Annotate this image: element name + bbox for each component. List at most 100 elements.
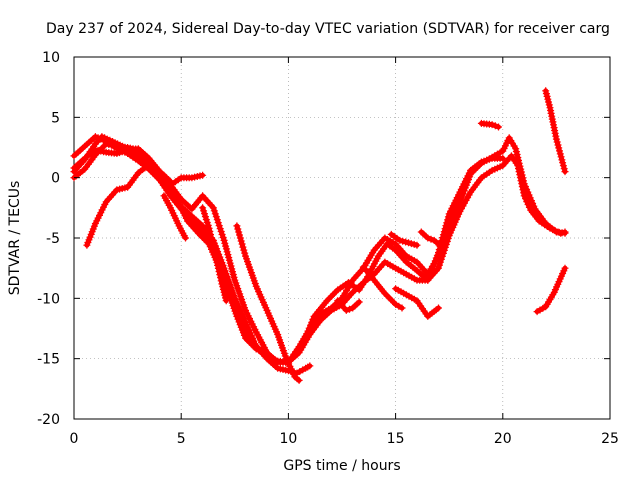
data-point <box>440 228 448 236</box>
series-track-e <box>143 160 207 188</box>
y-tick-label: -5 <box>46 231 60 247</box>
data-point <box>199 171 207 179</box>
data-point <box>210 246 218 254</box>
data-point <box>435 240 442 248</box>
data-point <box>443 219 451 227</box>
data-point <box>212 213 220 221</box>
data-point <box>553 138 561 146</box>
data-point <box>213 258 221 266</box>
data-point <box>306 362 314 370</box>
data-point <box>355 298 363 306</box>
y-axis-label: SDTVAR / TECUs <box>7 181 23 296</box>
data-point <box>201 213 209 221</box>
data-point <box>513 151 521 158</box>
data-point <box>206 227 214 235</box>
data-point <box>346 305 353 313</box>
data-point <box>217 277 225 285</box>
data-point <box>214 261 222 269</box>
series-track-j <box>392 285 442 320</box>
data-point <box>559 159 567 167</box>
data-point <box>209 204 217 212</box>
data-point <box>217 228 225 235</box>
data-point <box>237 237 245 245</box>
data-point <box>488 121 496 129</box>
series-track-k <box>417 228 442 248</box>
data-point <box>435 249 442 256</box>
data-point <box>207 231 214 238</box>
chart-title: Day 237 of 2024, Sidereal Day-to-day VTE… <box>46 21 610 37</box>
x-tick-label: 0 <box>70 431 79 447</box>
x-tick-label: 10 <box>279 431 297 447</box>
grid-lines <box>74 57 610 419</box>
y-tick-label: 0 <box>51 171 60 187</box>
data-point <box>233 222 241 230</box>
data-point <box>556 147 563 155</box>
data-point <box>436 261 443 269</box>
data-point <box>209 243 217 251</box>
data-point <box>236 234 244 242</box>
data-point <box>212 255 220 263</box>
data-point <box>398 304 406 312</box>
series-track-l <box>477 119 502 131</box>
data-point <box>238 240 246 248</box>
data-point <box>215 222 223 230</box>
series-track-p <box>160 192 189 242</box>
data-point <box>240 246 248 254</box>
data-point <box>561 264 569 272</box>
x-tick-label: 15 <box>387 431 405 447</box>
y-tick-label: 5 <box>51 110 60 126</box>
series-track-q <box>199 204 230 305</box>
data-point <box>561 229 569 237</box>
data-point <box>441 225 449 233</box>
series-track-f <box>233 222 303 384</box>
data-point <box>215 268 223 275</box>
y-tick-label: 10 <box>42 50 60 66</box>
data-point <box>424 234 432 242</box>
data-point <box>559 162 567 170</box>
data-point <box>182 234 189 242</box>
series-track-i <box>387 230 421 249</box>
data-point <box>218 231 226 238</box>
data-point <box>499 154 507 162</box>
data-point <box>495 123 502 131</box>
data-point <box>210 207 218 215</box>
data-point <box>214 219 222 227</box>
data-point <box>214 264 222 272</box>
data-point <box>235 228 243 236</box>
data-point <box>216 271 224 279</box>
data-series <box>70 87 569 384</box>
y-tick-label: -20 <box>37 412 60 428</box>
series-track-g <box>334 297 363 314</box>
data-point <box>438 237 446 245</box>
data-point <box>435 264 442 272</box>
data-point <box>207 234 215 242</box>
data-point <box>239 243 247 251</box>
data-point <box>413 241 421 249</box>
x-axis-label: GPS time / hours <box>283 458 400 474</box>
x-tick-label: 25 <box>601 431 619 447</box>
data-point <box>561 168 569 176</box>
series-track-n <box>542 87 569 176</box>
y-tick-label: -10 <box>37 291 60 307</box>
data-point <box>236 231 243 239</box>
series-track-h <box>359 263 406 312</box>
data-point <box>205 224 213 232</box>
data-point <box>427 235 435 243</box>
data-point <box>439 231 447 239</box>
data-point <box>342 306 350 314</box>
data-point <box>295 376 303 384</box>
x-tick-label: 5 <box>177 431 186 447</box>
data-point <box>241 249 249 257</box>
data-point <box>557 153 565 161</box>
data-point <box>212 252 219 260</box>
data-point <box>435 246 443 253</box>
data-point <box>435 304 442 312</box>
data-point <box>444 216 452 224</box>
data-point <box>491 122 499 130</box>
data-point <box>234 225 242 233</box>
x-tick-label: 20 <box>494 431 512 447</box>
data-point <box>209 240 217 248</box>
data-point <box>217 274 224 282</box>
data-point <box>555 144 563 152</box>
